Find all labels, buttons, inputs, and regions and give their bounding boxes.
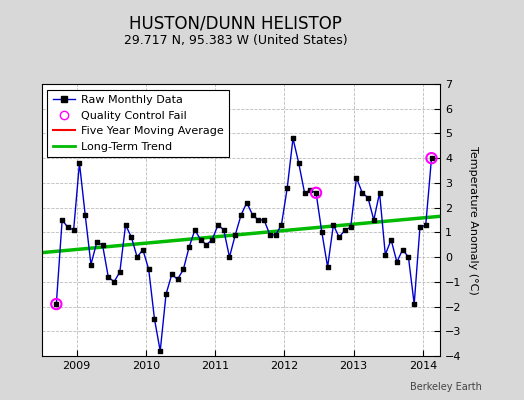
Point	[392, 259, 401, 265]
Point	[196, 236, 205, 243]
Point	[168, 271, 176, 278]
Point	[150, 316, 159, 322]
Point	[237, 212, 245, 218]
Point	[422, 222, 430, 228]
Point	[191, 227, 199, 233]
Point	[335, 234, 343, 240]
Point	[122, 222, 130, 228]
Point	[323, 264, 332, 270]
Point	[156, 348, 165, 354]
Point	[381, 252, 389, 258]
Point	[52, 301, 60, 307]
Point	[133, 254, 141, 260]
Point	[427, 155, 435, 161]
Point	[162, 291, 170, 297]
Point	[364, 194, 372, 201]
Point	[312, 190, 320, 196]
Point	[231, 232, 239, 238]
Point	[173, 276, 182, 282]
Point	[243, 200, 251, 206]
Point	[277, 222, 286, 228]
Point	[352, 175, 361, 181]
Point	[99, 242, 107, 248]
Point	[283, 185, 291, 191]
Point	[375, 190, 384, 196]
Point	[427, 155, 435, 161]
Point	[398, 246, 407, 253]
Point	[260, 217, 268, 223]
Point	[87, 261, 95, 268]
Text: Berkeley Earth: Berkeley Earth	[410, 382, 482, 392]
Point	[289, 135, 297, 142]
Point	[346, 224, 355, 231]
Point	[70, 227, 78, 233]
Point	[416, 224, 424, 231]
Point	[318, 229, 326, 236]
Text: 29.717 N, 95.383 W (United States): 29.717 N, 95.383 W (United States)	[124, 34, 347, 47]
Point	[185, 244, 193, 250]
Point	[179, 266, 188, 273]
Point	[220, 227, 228, 233]
Legend: Raw Monthly Data, Quality Control Fail, Five Year Moving Average, Long-Term Tren: Raw Monthly Data, Quality Control Fail, …	[48, 90, 229, 157]
Point	[369, 217, 378, 223]
Point	[110, 279, 118, 285]
Point	[358, 190, 366, 196]
Point	[75, 160, 84, 166]
Point	[312, 190, 320, 196]
Point	[64, 224, 72, 231]
Point	[58, 217, 67, 223]
Point	[104, 274, 113, 280]
Point	[81, 212, 90, 218]
Point	[93, 239, 101, 246]
Point	[202, 242, 211, 248]
Point	[410, 301, 418, 307]
Point	[214, 222, 222, 228]
Point	[254, 217, 263, 223]
Point	[300, 190, 309, 196]
Point	[52, 301, 60, 307]
Point	[294, 160, 303, 166]
Point	[127, 234, 136, 240]
Point	[139, 246, 147, 253]
Point	[266, 232, 274, 238]
Point	[248, 212, 257, 218]
Point	[116, 269, 124, 275]
Point	[225, 254, 234, 260]
Y-axis label: Temperature Anomaly (°C): Temperature Anomaly (°C)	[468, 146, 478, 294]
Point	[387, 236, 395, 243]
Point	[341, 227, 349, 233]
Point	[271, 232, 280, 238]
Point	[208, 236, 216, 243]
Point	[404, 254, 412, 260]
Text: HUSTON/DUNN HELISTOP: HUSTON/DUNN HELISTOP	[129, 14, 342, 32]
Point	[306, 187, 314, 194]
Point	[145, 266, 153, 273]
Point	[329, 222, 337, 228]
